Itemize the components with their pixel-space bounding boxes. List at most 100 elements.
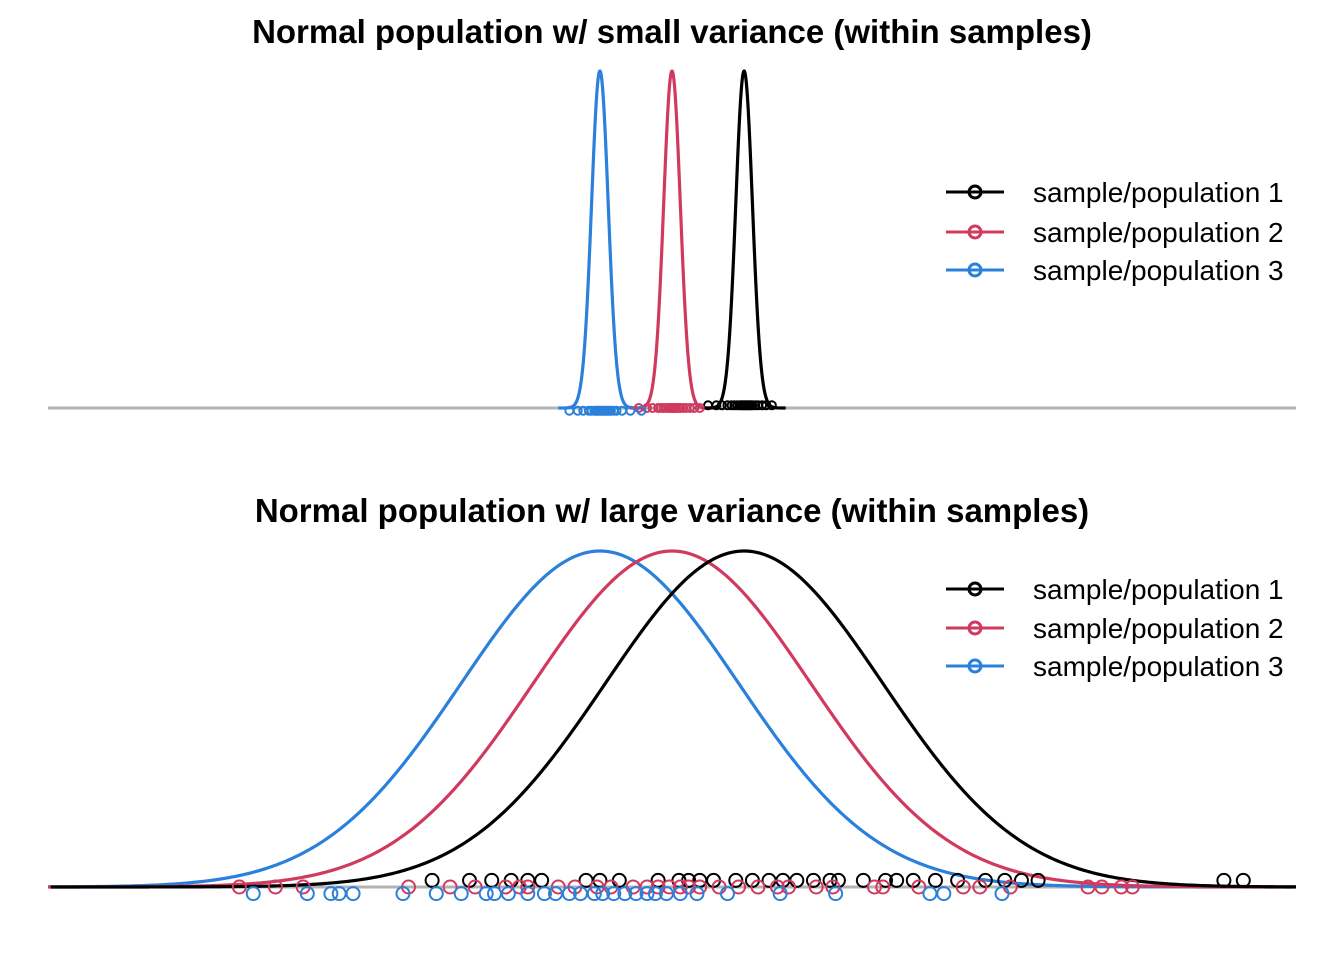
sample-point — [828, 886, 844, 902]
legend-label: sample/population 3 — [1033, 255, 1284, 286]
density-curves — [47, 549, 1297, 889]
sample-point — [453, 886, 469, 902]
sample-points — [564, 400, 777, 416]
density-curve — [48, 549, 1296, 889]
sample-point — [972, 879, 988, 895]
sample-point — [639, 886, 655, 902]
sample-point — [722, 400, 733, 411]
legend-entry: sample/population 1 — [946, 574, 1284, 605]
legend-marker — [967, 262, 983, 278]
sample-point — [1094, 879, 1110, 895]
sample-point — [586, 886, 602, 902]
sample-point — [1113, 879, 1129, 895]
sample-point — [484, 872, 500, 888]
sample-point — [689, 886, 705, 902]
sample-point — [728, 872, 744, 888]
sample-point — [617, 886, 633, 902]
sample-point — [936, 886, 952, 902]
sample-point — [694, 403, 705, 413]
legend-label: sample/population 2 — [1033, 613, 1284, 644]
sample-point — [878, 872, 894, 888]
sample-point — [647, 886, 663, 902]
sample-point — [1216, 872, 1232, 888]
sample-point — [428, 886, 444, 902]
sample-point — [661, 879, 677, 895]
sample-point — [611, 405, 622, 416]
sample-point — [536, 886, 552, 902]
sample-point — [345, 886, 361, 902]
legend-entry: sample/population 3 — [946, 651, 1284, 682]
sample-point — [719, 886, 735, 902]
sample-point — [922, 886, 938, 902]
sample-point — [487, 886, 503, 902]
sample-point — [500, 886, 516, 902]
sample-point — [245, 886, 261, 902]
sample-point — [692, 879, 708, 895]
legend-label: sample/population 3 — [1033, 651, 1284, 682]
sample-point — [911, 879, 927, 895]
legend-entry: sample/population 2 — [946, 613, 1284, 644]
density-curve — [556, 69, 643, 410]
sample-point — [805, 872, 821, 888]
density-curves — [556, 69, 788, 410]
sample-point — [1235, 872, 1251, 888]
sample-point — [789, 872, 805, 888]
sample-point — [299, 886, 315, 902]
sample-point — [761, 400, 772, 411]
sample-point — [769, 879, 785, 895]
sample-point — [711, 400, 722, 411]
sample-point — [520, 879, 536, 895]
sample-point — [889, 872, 905, 888]
sample-point — [716, 400, 727, 411]
panel-title: Normal population w/ large variance (wit… — [255, 492, 1089, 529]
sample-point — [672, 879, 688, 895]
legend: sample/population 1 sample/population 2 … — [946, 574, 1284, 682]
sample-point — [766, 400, 777, 411]
legend-label: sample/population 1 — [1033, 574, 1284, 605]
sample-point — [772, 886, 788, 902]
sample-point — [1013, 872, 1029, 888]
density-curve — [47, 549, 1294, 889]
sample-point — [750, 879, 766, 895]
sample-points — [231, 872, 1251, 902]
legend-entry: sample/population 1 — [946, 177, 1284, 208]
sample-point — [478, 886, 494, 902]
sample-point — [561, 886, 577, 902]
sample-point — [927, 872, 943, 888]
panel-small-variance: Normal population w/ small variance (wit… — [48, 13, 1296, 416]
density-curve — [701, 69, 788, 410]
legend-marker — [967, 620, 983, 636]
sample-point — [323, 886, 339, 902]
density-curve — [628, 69, 716, 410]
panel-title: Normal population w/ small variance (wit… — [252, 13, 1092, 50]
sample-point — [1124, 879, 1140, 895]
sample-point — [731, 879, 747, 895]
density-curve — [50, 549, 1297, 889]
sample-point — [231, 879, 247, 895]
sample-point — [628, 886, 644, 902]
legend-marker — [967, 581, 983, 597]
sample-point — [606, 886, 622, 902]
legend-label: sample/population 2 — [1033, 217, 1284, 248]
sample-point — [808, 879, 824, 895]
sample-point — [395, 886, 411, 902]
legend-marker — [967, 224, 983, 240]
sample-point — [595, 886, 611, 902]
sample-point — [572, 405, 583, 416]
panel-large-variance: Normal population w/ large variance (wit… — [47, 492, 1297, 902]
sample-point — [534, 872, 550, 888]
legend-marker — [967, 184, 983, 200]
sample-point — [866, 879, 882, 895]
sample-point — [267, 879, 283, 895]
sample-point — [625, 405, 636, 416]
sample-point — [689, 403, 700, 413]
sample-point — [520, 886, 536, 902]
sample-point — [855, 872, 871, 888]
sample-point — [875, 879, 891, 895]
sample-point — [636, 405, 647, 416]
sample-point — [642, 403, 653, 413]
sample-point — [955, 879, 971, 895]
sample-point — [424, 872, 440, 888]
sample-point — [994, 886, 1010, 902]
